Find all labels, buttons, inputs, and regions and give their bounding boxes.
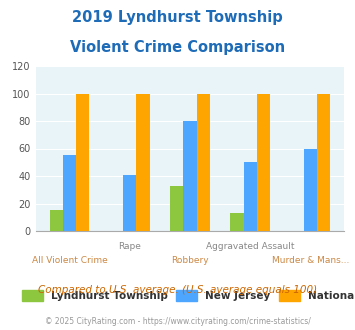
Bar (170, 185, 183, 231)
Bar (76, 93, 89, 231)
Text: 2019 Lyndhurst Township: 2019 Lyndhurst Township (72, 10, 283, 25)
Text: Aggravated Assault: Aggravated Assault (206, 242, 294, 251)
Legend: Lyndhurst Township, New Jersey, National: Lyndhurst Township, New Jersey, National (18, 286, 355, 305)
Bar (63, 155, 76, 231)
Bar (50, 211, 63, 231)
Text: Murder & Mans...: Murder & Mans... (272, 256, 349, 265)
Bar (257, 93, 270, 231)
Text: All Violent Crime: All Violent Crime (32, 256, 107, 265)
Bar (304, 148, 317, 231)
Bar (230, 213, 244, 231)
Text: Rape: Rape (118, 242, 141, 251)
Bar (136, 93, 149, 231)
Text: Compared to U.S. average. (U.S. average equals 100): Compared to U.S. average. (U.S. average … (38, 285, 317, 295)
Bar (183, 121, 197, 231)
Bar (197, 93, 210, 231)
Text: © 2025 CityRating.com - https://www.cityrating.com/crime-statistics/: © 2025 CityRating.com - https://www.city… (45, 317, 310, 326)
Text: Robbery: Robbery (171, 256, 209, 265)
Text: Violent Crime Comparison: Violent Crime Comparison (70, 40, 285, 54)
Bar (123, 175, 136, 231)
Bar (317, 93, 330, 231)
Bar (244, 162, 257, 231)
